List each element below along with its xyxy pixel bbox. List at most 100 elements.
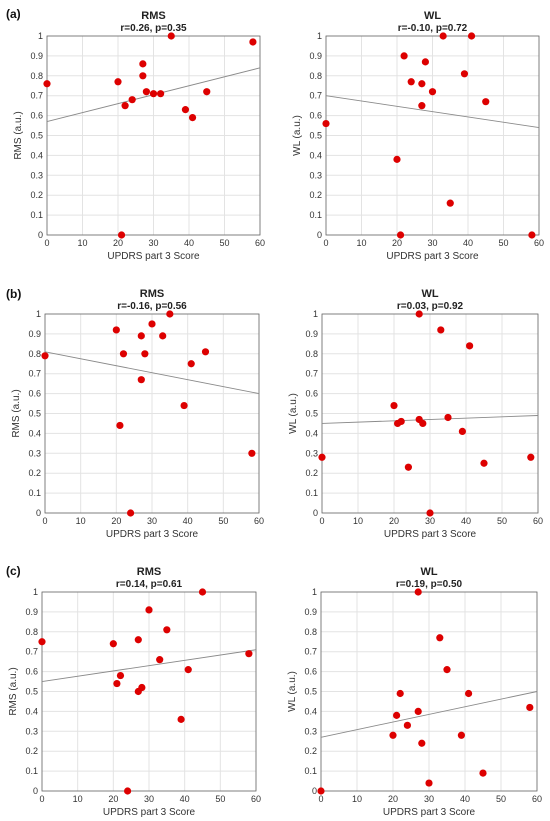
- chart-grid: 0 10 20 30 40 50 6000.10.20.30.40.50.60.70.80.…: [8, 10, 544, 818]
- x-tick-label: 0: [44, 238, 49, 248]
- data-point: [198, 588, 207, 596]
- y-tick-label: 0.3: [305, 448, 318, 458]
- x-tick-label: 10: [76, 516, 86, 526]
- chart-title: RMS: [141, 10, 165, 22]
- x-tick-label: 30: [424, 794, 434, 804]
- chart-stat: r=0.03, p=0.92: [397, 301, 464, 312]
- data-point: [404, 463, 412, 471]
- data-point: [407, 78, 415, 86]
- y-axis-label: WL (a.u.): [292, 115, 303, 156]
- data-point: [444, 413, 452, 422]
- x-tick-label: 10: [353, 516, 363, 526]
- axes-box: [46, 35, 261, 236]
- y-tick-label: 0: [33, 786, 38, 796]
- y-tick-label: 1: [313, 309, 318, 319]
- data-point: [116, 671, 125, 680]
- data-point: [418, 102, 426, 110]
- x-tick-label: 50: [215, 794, 225, 804]
- x-axis-label: UPDRS part 3 Score: [384, 529, 477, 540]
- y-tick-label: 0.9: [309, 51, 322, 61]
- chart-title: WL: [424, 10, 441, 22]
- data-point: [482, 98, 490, 106]
- data-point: [138, 683, 146, 692]
- x-axis-label: UPDRS part 3 Score: [103, 807, 196, 818]
- data-point: [119, 350, 128, 358]
- data-point: [428, 88, 437, 96]
- y-tick-label: 0.2: [25, 746, 38, 756]
- y-tick-label: 0.8: [309, 71, 322, 81]
- data-point: [389, 731, 397, 739]
- panel-label-b: (b): [6, 287, 21, 301]
- y-tick-label: 0.7: [25, 647, 38, 657]
- data-point: [137, 376, 145, 384]
- y-tick-label: 0.7: [30, 91, 43, 101]
- data-point: [41, 352, 49, 360]
- data-point: [393, 711, 401, 719]
- data-point: [121, 102, 129, 110]
- data-point: [166, 310, 174, 318]
- y-tick-label: 0: [38, 230, 43, 240]
- x-tick-label: 50: [496, 794, 506, 804]
- data-point: [137, 332, 145, 340]
- x-axis-label: UPDRS part 3 Score: [107, 251, 200, 262]
- data-point: [415, 310, 423, 318]
- y-tick-label: 0.3: [309, 170, 322, 180]
- x-tick-label: 0: [42, 516, 47, 526]
- y-tick-label: 0.5: [309, 131, 322, 141]
- data-point: [124, 787, 132, 795]
- y-tick-label: 0.6: [30, 111, 43, 121]
- chart-panel-4: 0 10 20 30 40 50 60 0 0.1 0.2 0.3 0.4 0.5 0.6 0.7 0.8 0.…: [288, 288, 543, 540]
- data-point: [201, 348, 210, 356]
- x-tick-label: 10: [77, 238, 87, 248]
- data-point: [188, 113, 197, 122]
- data-point: [414, 707, 422, 716]
- y-tick-label: 0.4: [30, 150, 43, 160]
- data-point: [149, 90, 158, 98]
- x-tick-label: 20: [111, 516, 121, 526]
- data-point: [393, 155, 401, 163]
- data-point: [113, 679, 121, 688]
- y-tick-label: 0.5: [304, 687, 317, 697]
- chart-title: WL: [420, 566, 437, 578]
- y-tick-label: 1: [38, 31, 43, 41]
- data-point: [245, 650, 253, 658]
- data-point: [167, 32, 175, 40]
- y-tick-label: 0.2: [309, 190, 322, 200]
- chart-stat: r=0.26, p=0.35: [120, 23, 187, 34]
- axes-box: [41, 591, 257, 792]
- data-point: [437, 326, 445, 334]
- y-tick-label: 0.4: [25, 706, 38, 716]
- panel-label-c: (c): [6, 564, 21, 578]
- data-point: [396, 231, 405, 239]
- y-tick-label: 0.6: [304, 667, 317, 677]
- x-tick-label: 40: [461, 516, 471, 526]
- chart-title: WL: [421, 288, 438, 300]
- x-tick-label: 30: [425, 516, 435, 526]
- y-axis-label: RMS (a.u.): [11, 389, 22, 437]
- chart-title: RMS: [137, 566, 161, 578]
- x-tick-label: 50: [497, 516, 507, 526]
- data-point: [479, 769, 487, 777]
- y-tick-label: 0.4: [304, 706, 317, 716]
- data-point: [139, 72, 147, 80]
- data-point: [322, 119, 330, 128]
- chart-stat: r=-0.16, p=0.56: [117, 301, 187, 312]
- y-tick-label: 0.4: [309, 150, 322, 160]
- y-tick-label: 0.2: [30, 190, 43, 200]
- data-point: [159, 332, 167, 340]
- y-tick-label: 0.7: [28, 369, 41, 379]
- x-tick-label: 60: [532, 794, 542, 804]
- data-point: [117, 231, 126, 239]
- data-point: [109, 640, 117, 648]
- data-point: [116, 421, 124, 430]
- regression-line: [44, 351, 260, 395]
- data-point: [421, 58, 429, 66]
- x-tick-label: 20: [389, 516, 399, 526]
- x-tick-label: 60: [255, 238, 265, 248]
- data-point: [38, 638, 46, 646]
- regression-line: [321, 415, 539, 424]
- data-point: [187, 360, 195, 368]
- y-tick-label: 0: [36, 508, 41, 518]
- data-point: [458, 427, 466, 436]
- y-tick-label: 0.2: [28, 468, 41, 478]
